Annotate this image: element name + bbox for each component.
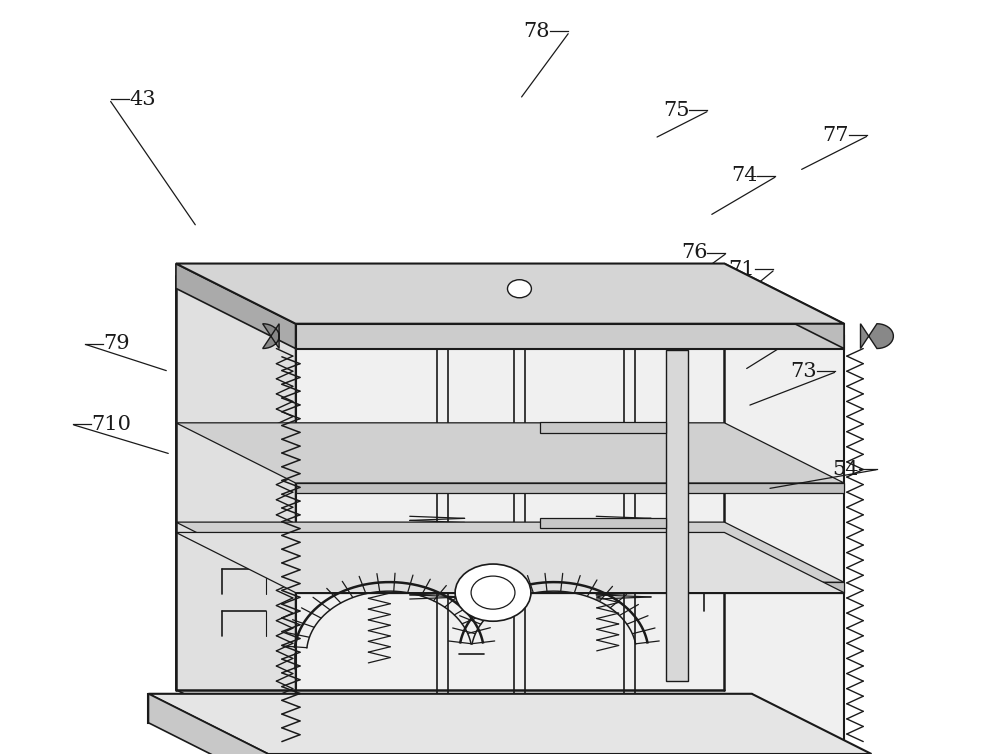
Polygon shape	[296, 582, 844, 593]
Text: 75: 75	[663, 101, 689, 120]
Text: 72: 72	[773, 314, 799, 333]
Polygon shape	[860, 324, 893, 349]
Text: 710: 710	[91, 414, 131, 433]
Circle shape	[455, 564, 531, 621]
Polygon shape	[148, 694, 871, 754]
Text: 71: 71	[729, 260, 755, 279]
Polygon shape	[176, 276, 844, 336]
Polygon shape	[148, 694, 752, 723]
Polygon shape	[176, 522, 844, 582]
Polygon shape	[666, 350, 688, 681]
Polygon shape	[540, 423, 666, 433]
Polygon shape	[148, 694, 268, 755]
Polygon shape	[296, 336, 844, 750]
Polygon shape	[724, 263, 844, 349]
Polygon shape	[176, 532, 844, 593]
Text: 73: 73	[790, 362, 817, 381]
Polygon shape	[176, 276, 296, 750]
Text: 79: 79	[103, 334, 130, 353]
Text: 77: 77	[823, 126, 849, 145]
Circle shape	[471, 576, 515, 609]
Polygon shape	[296, 483, 844, 493]
Text: 43: 43	[129, 90, 156, 109]
Polygon shape	[176, 263, 296, 349]
Polygon shape	[263, 324, 279, 349]
Polygon shape	[176, 263, 844, 324]
Text: 74: 74	[731, 166, 757, 186]
Text: 78: 78	[523, 22, 550, 41]
Polygon shape	[296, 324, 844, 349]
Polygon shape	[176, 423, 844, 483]
Text: 76: 76	[681, 243, 707, 262]
Polygon shape	[540, 518, 666, 528]
Circle shape	[507, 279, 531, 297]
Text: 54: 54	[832, 460, 859, 479]
